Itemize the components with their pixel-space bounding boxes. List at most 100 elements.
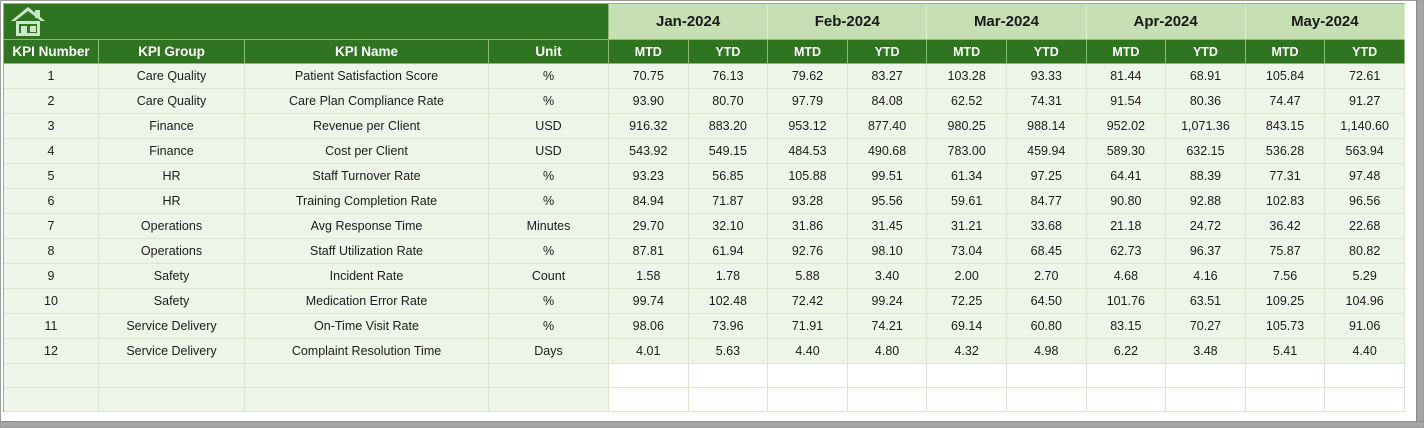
kpi-name-cell[interactable]: Training Completion Rate	[245, 189, 489, 214]
kpi-value-cell[interactable]: 916.32	[609, 114, 689, 139]
kpi-value-cell[interactable]: 549.15	[688, 139, 769, 164]
kpi-value-cell[interactable]: 64.41	[1086, 164, 1167, 189]
kpi-value-cell[interactable]: 62.52	[927, 89, 1007, 114]
empty-cell[interactable]	[489, 388, 609, 412]
empty-cell[interactable]	[1086, 388, 1167, 412]
kpi-unit-cell[interactable]: %	[489, 89, 609, 114]
month-header-mar[interactable]: Mar-2024	[927, 4, 1087, 40]
kpi-value-cell[interactable]: 87.81	[609, 239, 689, 264]
kpi-number-cell[interactable]: 9	[4, 264, 99, 289]
kpi-value-cell[interactable]: 4.80	[847, 339, 928, 364]
kpi-value-cell[interactable]: 83.27	[847, 64, 928, 89]
kpi-value-cell[interactable]: 69.14	[927, 314, 1007, 339]
kpi-value-cell[interactable]: 31.86	[768, 214, 848, 239]
column-header-apr-ytd[interactable]: YTD	[1166, 40, 1246, 64]
kpi-group-cell[interactable]: HR	[99, 189, 245, 214]
kpi-value-cell[interactable]: 96.56	[1325, 189, 1405, 214]
kpi-value-cell[interactable]: 563.94	[1325, 139, 1405, 164]
kpi-name-cell[interactable]: Avg Response Time	[245, 214, 489, 239]
kpi-value-cell[interactable]: 72.25	[927, 289, 1007, 314]
kpi-value-cell[interactable]: 64.50	[1006, 289, 1087, 314]
kpi-value-cell[interactable]: 101.76	[1086, 289, 1167, 314]
kpi-value-cell[interactable]: 80.82	[1325, 239, 1405, 264]
kpi-value-cell[interactable]: 2.00	[927, 264, 1007, 289]
column-header-unit[interactable]: Unit	[489, 40, 609, 64]
empty-cell[interactable]	[4, 388, 99, 412]
kpi-value-cell[interactable]: 5.41	[1245, 339, 1326, 364]
month-header-may[interactable]: May-2024	[1245, 4, 1405, 40]
kpi-value-cell[interactable]: 93.90	[609, 89, 689, 114]
kpi-value-cell[interactable]: 70.27	[1166, 314, 1246, 339]
column-header-apr-mtd[interactable]: MTD	[1086, 40, 1167, 64]
empty-cell[interactable]	[1166, 388, 1246, 412]
kpi-value-cell[interactable]: 105.88	[768, 164, 848, 189]
kpi-value-cell[interactable]: 21.18	[1086, 214, 1167, 239]
column-header-kpi-number[interactable]: KPI Number	[4, 40, 99, 64]
kpi-value-cell[interactable]: 91.06	[1325, 314, 1405, 339]
empty-cell[interactable]	[1006, 388, 1087, 412]
kpi-value-cell[interactable]: 93.28	[768, 189, 848, 214]
kpi-value-cell[interactable]: 92.76	[768, 239, 848, 264]
column-header-mar-mtd[interactable]: MTD	[927, 40, 1007, 64]
empty-cell[interactable]	[847, 388, 928, 412]
month-header-apr[interactable]: Apr-2024	[1086, 4, 1246, 40]
kpi-value-cell[interactable]: 33.68	[1006, 214, 1087, 239]
kpi-unit-cell[interactable]: Count	[489, 264, 609, 289]
empty-cell[interactable]	[927, 388, 1007, 412]
kpi-value-cell[interactable]: 84.08	[847, 89, 928, 114]
kpi-value-cell[interactable]: 459.94	[1006, 139, 1087, 164]
kpi-name-cell[interactable]: Care Plan Compliance Rate	[245, 89, 489, 114]
kpi-value-cell[interactable]: 74.47	[1245, 89, 1326, 114]
kpi-value-cell[interactable]: 980.25	[927, 114, 1007, 139]
kpi-value-cell[interactable]: 61.34	[927, 164, 1007, 189]
empty-cell[interactable]	[609, 388, 689, 412]
empty-cell[interactable]	[927, 364, 1007, 388]
kpi-value-cell[interactable]: 536.28	[1245, 139, 1326, 164]
kpi-name-cell[interactable]: Revenue per Client	[245, 114, 489, 139]
column-header-jan-mtd[interactable]: MTD	[609, 40, 689, 64]
kpi-value-cell[interactable]: 75.87	[1245, 239, 1326, 264]
kpi-value-cell[interactable]: 73.96	[688, 314, 769, 339]
kpi-value-cell[interactable]: 1,071.36	[1166, 114, 1246, 139]
empty-cell[interactable]	[1166, 364, 1246, 388]
kpi-value-cell[interactable]: 74.31	[1006, 89, 1087, 114]
kpi-value-cell[interactable]: 81.44	[1086, 64, 1167, 89]
kpi-group-cell[interactable]: Finance	[99, 114, 245, 139]
kpi-value-cell[interactable]: 105.84	[1245, 64, 1326, 89]
kpi-value-cell[interactable]: 68.45	[1006, 239, 1087, 264]
kpi-name-cell[interactable]: Medication Error Rate	[245, 289, 489, 314]
kpi-value-cell[interactable]: 96.37	[1166, 239, 1246, 264]
kpi-value-cell[interactable]: 543.92	[609, 139, 689, 164]
kpi-name-cell[interactable]: Cost per Client	[245, 139, 489, 164]
kpi-number-cell[interactable]: 7	[4, 214, 99, 239]
empty-cell[interactable]	[1245, 388, 1326, 412]
kpi-group-cell[interactable]: Operations	[99, 239, 245, 264]
empty-cell[interactable]	[489, 364, 609, 388]
kpi-value-cell[interactable]: 4.16	[1166, 264, 1246, 289]
kpi-value-cell[interactable]: 4.01	[609, 339, 689, 364]
kpi-value-cell[interactable]: 1.78	[688, 264, 769, 289]
kpi-unit-cell[interactable]: USD	[489, 114, 609, 139]
empty-cell[interactable]	[99, 388, 245, 412]
kpi-group-cell[interactable]: Care Quality	[99, 89, 245, 114]
kpi-value-cell[interactable]: 5.63	[688, 339, 769, 364]
kpi-value-cell[interactable]: 5.29	[1325, 264, 1405, 289]
column-header-feb-mtd[interactable]: MTD	[768, 40, 848, 64]
kpi-number-cell[interactable]: 5	[4, 164, 99, 189]
kpi-name-cell[interactable]: Complaint Resolution Time	[245, 339, 489, 364]
kpi-value-cell[interactable]: 72.42	[768, 289, 848, 314]
kpi-value-cell[interactable]: 93.33	[1006, 64, 1087, 89]
kpi-value-cell[interactable]: 7.56	[1245, 264, 1326, 289]
kpi-group-cell[interactable]: Care Quality	[99, 64, 245, 89]
kpi-value-cell[interactable]: 80.36	[1166, 89, 1246, 114]
kpi-group-cell[interactable]: Service Delivery	[99, 314, 245, 339]
column-header-feb-ytd[interactable]: YTD	[847, 40, 928, 64]
kpi-number-cell[interactable]: 1	[4, 64, 99, 89]
kpi-value-cell[interactable]: 104.96	[1325, 289, 1405, 314]
kpi-value-cell[interactable]: 103.28	[927, 64, 1007, 89]
column-header-mar-ytd[interactable]: YTD	[1006, 40, 1087, 64]
kpi-value-cell[interactable]: 988.14	[1006, 114, 1087, 139]
kpi-value-cell[interactable]: 56.85	[688, 164, 769, 189]
kpi-value-cell[interactable]: 62.73	[1086, 239, 1167, 264]
kpi-value-cell[interactable]: 36.42	[1245, 214, 1326, 239]
